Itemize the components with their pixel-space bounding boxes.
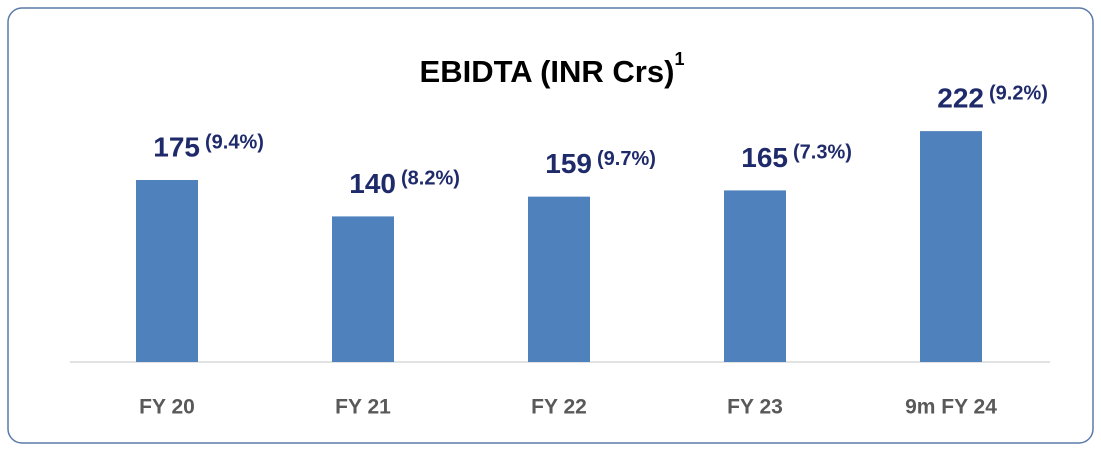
- x-tick-label: FY 20: [139, 396, 195, 419]
- data-label: 159: [545, 148, 592, 179]
- x-tick-label: FY 23: [727, 396, 783, 419]
- margin-label: (9.4%): [205, 131, 264, 153]
- x-tick-label: FY 21: [335, 396, 391, 419]
- data-label: 222: [937, 83, 984, 114]
- margin-label: (8.2%): [401, 168, 460, 190]
- bar: [332, 216, 394, 362]
- bar: [920, 131, 982, 362]
- data-label: 165: [741, 142, 788, 173]
- data-label: 175: [153, 131, 200, 162]
- margin-label: (9.2%): [989, 82, 1048, 104]
- margin-label: (7.3%): [793, 142, 852, 164]
- title-superscript: 1: [674, 49, 684, 69]
- margin-label: (9.7%): [597, 148, 656, 170]
- chart-title-text: EBIDTA (INR Crs): [420, 54, 675, 89]
- bar: [528, 196, 590, 362]
- data-label: 140: [349, 168, 396, 199]
- bar: [136, 180, 198, 362]
- chart-title: EBIDTA (INR Crs)1: [420, 49, 685, 89]
- x-tick-label: 9m FY 24: [905, 396, 997, 419]
- bar: [724, 190, 786, 362]
- x-tick-label: FY 22: [531, 396, 587, 419]
